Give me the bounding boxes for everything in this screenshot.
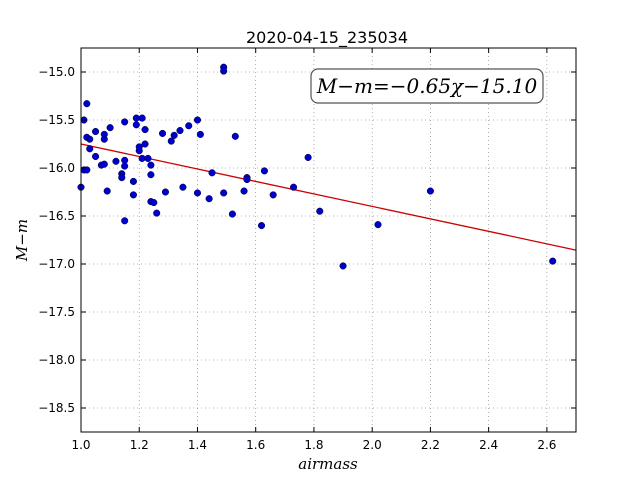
data-point xyxy=(132,121,140,129)
y-tick-label: −18.5 xyxy=(38,401,75,415)
data-point xyxy=(426,187,434,195)
data-point xyxy=(549,257,557,265)
data-point xyxy=(243,175,251,184)
data-point xyxy=(374,221,382,229)
data-point xyxy=(208,169,216,177)
data-point xyxy=(141,140,149,148)
data-point xyxy=(86,145,94,153)
data-point xyxy=(150,199,158,207)
data-point xyxy=(193,189,202,197)
x-tick-label: 1.8 xyxy=(304,438,323,452)
data-point xyxy=(220,189,228,197)
fit-line xyxy=(80,143,577,251)
data-point xyxy=(176,127,184,135)
grid xyxy=(80,48,576,432)
data-point xyxy=(240,187,248,195)
annotation-box: M−m=−0.65χ−15.10 xyxy=(310,68,544,104)
data-point xyxy=(185,122,193,130)
data-point xyxy=(158,129,167,137)
data-point xyxy=(153,209,161,217)
x-tick-label: 1.6 xyxy=(246,438,265,452)
data-point xyxy=(231,132,239,140)
x-tick-label: 1.4 xyxy=(188,438,207,452)
data-point xyxy=(161,188,169,196)
data-point xyxy=(121,156,129,164)
x-tick-label: 2.2 xyxy=(421,438,440,452)
data-point xyxy=(118,174,126,182)
data-point xyxy=(304,153,312,161)
data-point xyxy=(92,152,100,161)
data-point xyxy=(103,187,111,195)
data-point xyxy=(339,262,347,270)
data-point xyxy=(129,191,137,199)
x-tick-label: 2.0 xyxy=(363,438,382,452)
axis-ticks: 1.0 1.2 1.4 1.6 1.8 2.0 2.2 2.4 2.6 −15.0 −15.5 −16… xyxy=(38,48,576,452)
data-point xyxy=(193,116,202,124)
data-point xyxy=(106,124,114,132)
data-point xyxy=(220,67,228,75)
data-point xyxy=(179,183,187,191)
x-tick-label: 1.2 xyxy=(130,438,149,452)
data-point xyxy=(92,127,100,136)
plot-frame xyxy=(80,47,577,433)
data-point xyxy=(135,147,143,155)
data-point xyxy=(141,126,149,134)
y-tick-label: −15.5 xyxy=(38,113,75,127)
data-point xyxy=(100,135,108,143)
data-point xyxy=(121,217,129,225)
data-points xyxy=(77,63,557,270)
x-tick-label: 2.4 xyxy=(479,438,498,452)
data-point xyxy=(196,130,204,138)
y-tick-label: −18.0 xyxy=(38,353,75,367)
data-point xyxy=(170,131,178,139)
data-point xyxy=(112,157,120,165)
x-tick-label: 2.6 xyxy=(537,438,556,452)
data-point xyxy=(228,210,236,218)
data-point xyxy=(147,161,155,169)
data-point xyxy=(257,222,266,230)
data-point xyxy=(86,135,94,143)
fit-line-group xyxy=(80,143,577,251)
y-axis-label: M−m xyxy=(13,219,31,262)
data-point xyxy=(147,171,155,179)
data-point xyxy=(100,160,108,168)
data-point xyxy=(290,183,298,191)
data-point xyxy=(121,118,129,126)
chart-title: 2020-04-15_235034 xyxy=(246,28,408,48)
data-point xyxy=(167,137,175,145)
data-point xyxy=(144,154,152,162)
data-point xyxy=(316,207,324,215)
y-tick-label: −17.5 xyxy=(38,305,75,319)
data-point xyxy=(83,100,91,108)
y-tick-label: −16.5 xyxy=(38,209,75,223)
data-point xyxy=(260,167,268,175)
fit-equation: M−m=−0.65χ−15.10 xyxy=(316,74,538,98)
data-point xyxy=(269,191,277,199)
data-point xyxy=(138,114,146,122)
x-axis-label: airmass xyxy=(298,455,358,473)
y-tick-label: −17.0 xyxy=(38,257,75,271)
y-tick-label: −15.0 xyxy=(38,65,75,79)
data-point xyxy=(129,177,137,185)
data-point xyxy=(205,195,213,203)
y-tick-label: −16.0 xyxy=(38,161,75,175)
x-tick-label: 1.0 xyxy=(71,438,90,452)
